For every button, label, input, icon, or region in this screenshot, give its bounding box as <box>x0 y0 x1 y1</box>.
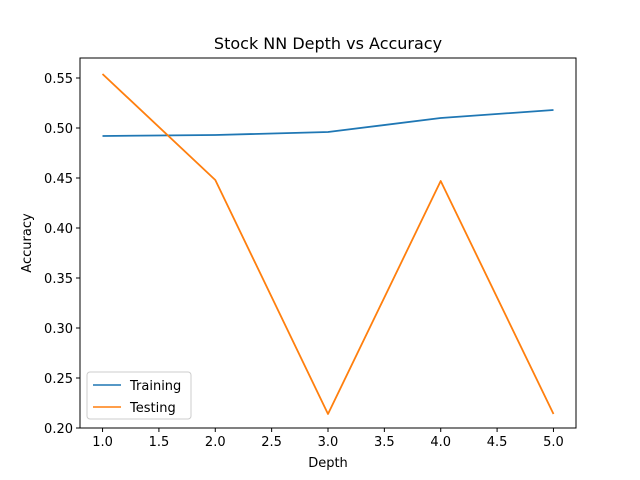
x-tick-label: 4.0 <box>430 435 451 450</box>
legend: Training Testing <box>86 371 192 420</box>
y-tick-label: 0.50 <box>44 122 73 137</box>
plot-background <box>80 58 576 428</box>
plot-area <box>79 57 577 429</box>
y-tick-label: 0.45 <box>44 172 73 187</box>
y-tick-label: 0.30 <box>44 322 73 337</box>
y-tick-label: 0.20 <box>44 422 73 437</box>
chart-title: Stock NN Depth vs Accuracy <box>214 34 442 53</box>
y-tick-label: 0.35 <box>44 272 73 287</box>
x-tick-label: 2.0 <box>205 435 226 450</box>
x-tick-label: 3.5 <box>374 435 395 450</box>
x-axis-ticks: 1.0 1.5 2.0 2.5 3.0 3.5 4.0 4.5 5.0 <box>92 428 564 450</box>
series-line-testing <box>101 73 555 415</box>
x-tick-label: 1.5 <box>149 435 170 450</box>
x-tick-label: 5.0 <box>543 435 564 450</box>
x-tick-label: 1.0 <box>92 435 113 450</box>
legend-label-testing: Testing <box>129 401 176 416</box>
legend-label-training: Training <box>129 379 181 394</box>
x-tick-label: 2.5 <box>261 435 282 450</box>
y-axis-label: Accuracy <box>20 213 35 273</box>
series-lines <box>101 73 555 415</box>
x-tick-label: 4.5 <box>487 435 508 450</box>
x-tick-label: 3.0 <box>318 435 339 450</box>
y-axis-ticks: 0.20 0.25 0.30 0.35 0.40 0.45 0.50 0.55 <box>44 72 80 437</box>
x-axis-label: Depth <box>308 456 348 471</box>
y-tick-label: 0.25 <box>44 372 73 387</box>
y-tick-label: 0.55 <box>44 72 73 87</box>
series-line-training <box>102 109 554 137</box>
y-tick-label: 0.40 <box>44 222 73 237</box>
